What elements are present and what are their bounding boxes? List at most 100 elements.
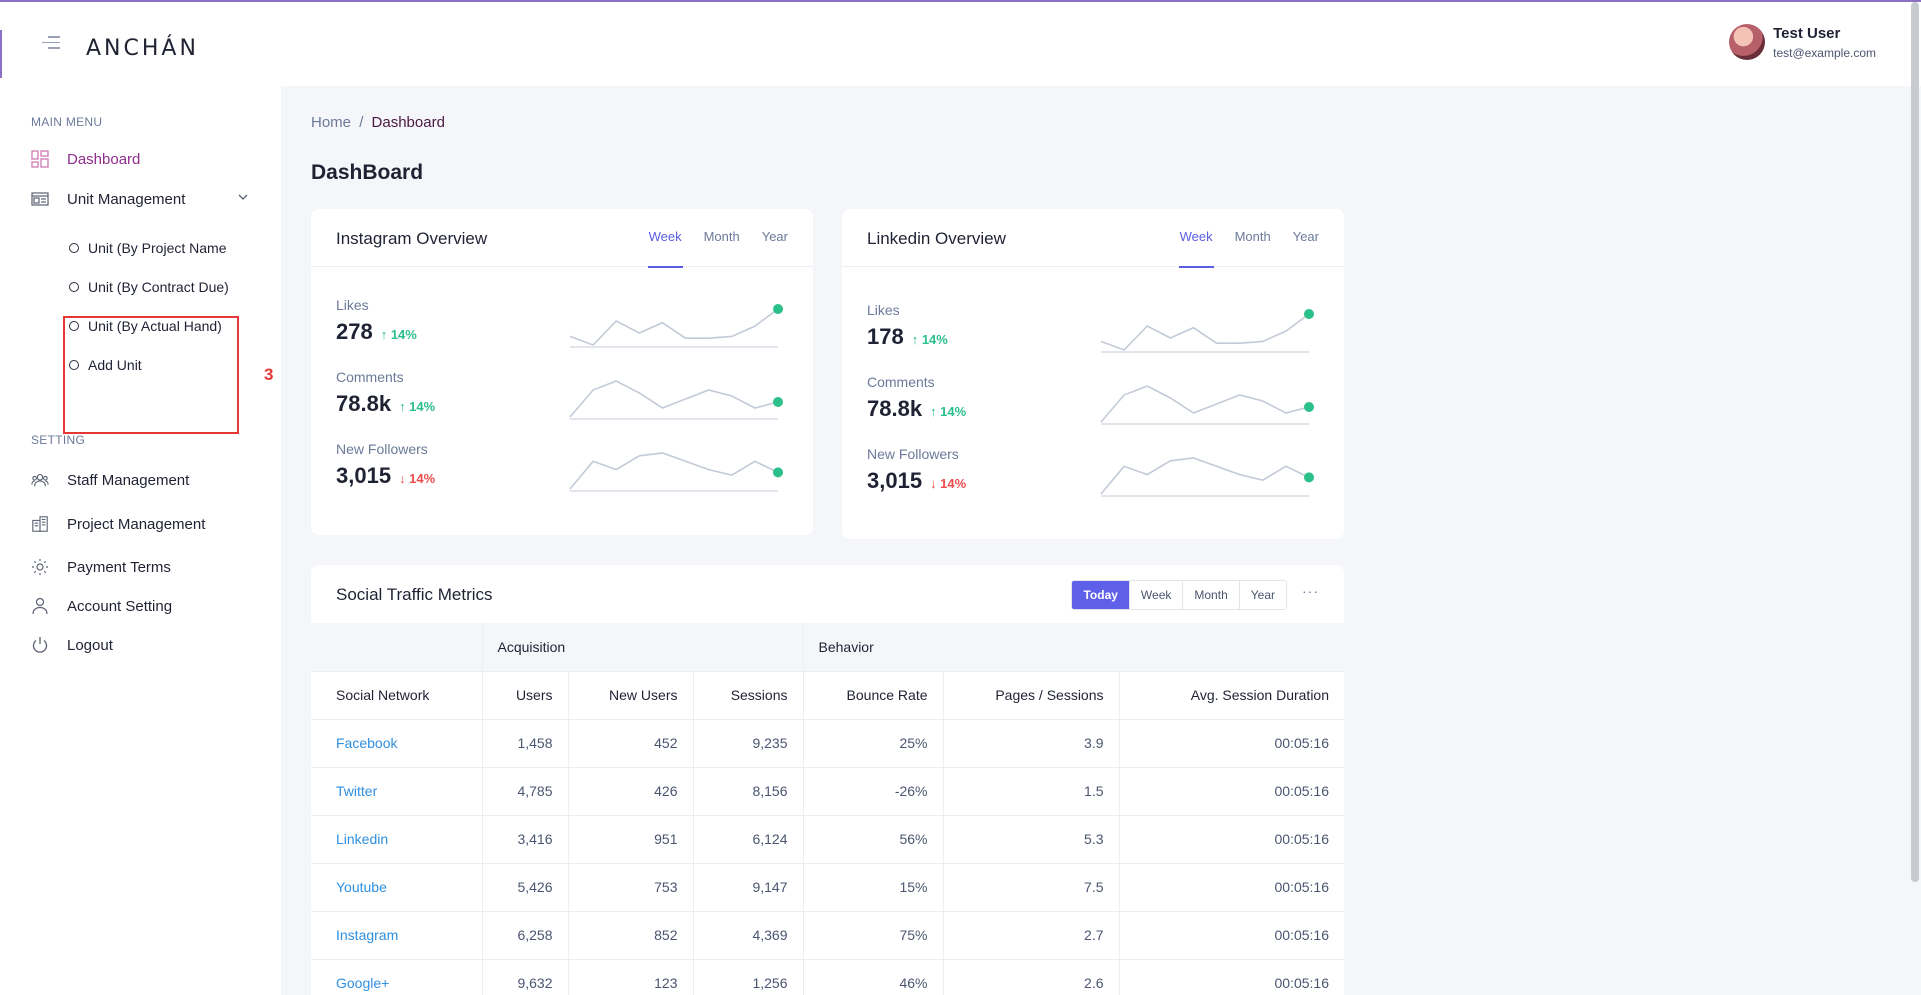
network-link[interactable]: Linkedin (336, 831, 389, 847)
card-header: Linkedin Overview Week Month Year (842, 209, 1344, 268)
card-title: Social Traffic Metrics (336, 585, 493, 604)
metric-comments: Comments 78.8k ↑ 14% (867, 374, 966, 422)
metric-new-followers: New Followers 3,015 ↓ 14% (336, 441, 435, 489)
table-cell: 426 (568, 767, 694, 816)
sparkline-end-point (773, 304, 783, 314)
subitem-label: Unit (By Actual Hand) (88, 318, 222, 334)
table-cell: 1.5 (943, 767, 1120, 816)
period-segmented-control: Today Week Month Year (1071, 580, 1287, 610)
circle-bullet-icon (69, 360, 79, 370)
table-cell: 56% (803, 815, 944, 864)
tab-month[interactable]: Month (1234, 229, 1271, 244)
dashboard-icon (31, 150, 49, 168)
metric-value: 178 (867, 324, 904, 349)
table-cell: 2.7 (943, 911, 1120, 960)
tab-week[interactable]: Week (1178, 229, 1214, 268)
metric-change: ↑ 14% (380, 327, 417, 342)
table-cell: 8,156 (693, 767, 804, 816)
tab-today[interactable]: Today (1072, 581, 1129, 609)
subitem-label: Add Unit (88, 357, 142, 373)
sidebar-item-logout[interactable]: Logout (31, 636, 113, 654)
sidebar-item-label: Staff Management (67, 471, 190, 489)
avatar[interactable] (1729, 24, 1766, 60)
column-header-row: Social Network Users New Users Sessions … (311, 671, 1344, 720)
sparkline-line (569, 380, 779, 418)
table-cell: 951 (568, 815, 694, 864)
sidebar-item-payment-terms[interactable]: Payment Terms (31, 558, 171, 576)
brand-logo[interactable]: ANCHÁN (86, 36, 199, 61)
column-header[interactable]: Pages / Sessions (943, 671, 1120, 720)
breadcrumb-home[interactable]: Home (311, 114, 352, 131)
sidebar-item-label: Dashboard (67, 150, 141, 168)
card-title: Instagram Overview (336, 229, 488, 248)
setting-heading: SETTING (31, 433, 86, 447)
column-header[interactable]: Sessions (693, 671, 804, 720)
network-cell: Instagram (311, 911, 483, 960)
followers-sparkline (569, 452, 783, 492)
sidebar-item-project-management[interactable]: Project Management (31, 515, 205, 533)
table-cell: 3,416 (482, 815, 569, 864)
column-header[interactable]: Users (482, 671, 569, 720)
sidebar-item-dashboard[interactable]: Dashboard (31, 150, 140, 168)
circle-bullet-icon (69, 282, 79, 292)
card-title: Linkedin Overview (867, 229, 1006, 248)
circle-bullet-icon (69, 243, 79, 253)
network-link[interactable]: Facebook (336, 735, 398, 751)
column-header[interactable]: Avg. Session Duration (1119, 671, 1344, 720)
tab-year[interactable]: Year (1238, 581, 1286, 609)
sidebar-subitem-unit-by-contract[interactable]: Unit (By Contract Due) (69, 279, 229, 295)
table-cell: -26% (803, 767, 944, 816)
social-traffic-card: Social Traffic Metrics Today Week Month … (311, 565, 1344, 995)
table-cell: 5,426 (482, 863, 569, 912)
column-header[interactable]: Bounce Rate (803, 671, 944, 720)
group-header-behavior: Behavior (803, 623, 1344, 672)
breadcrumb-separator: / (359, 114, 364, 131)
sidebar-item-staff-management[interactable]: Staff Management (31, 471, 189, 489)
user-profile[interactable]: Test User test@example.com (1729, 24, 1876, 60)
sidebar: MAIN MENU Dashboard Unit Management Unit… (0, 86, 281, 995)
table-cell: 6,124 (693, 815, 804, 864)
table-cell: 25% (803, 719, 944, 768)
table-row: Instagram 6,258 852 4,369 75% 2.7 00:05:16 (311, 911, 1344, 960)
network-link[interactable]: Twitter (336, 783, 378, 799)
users-icon (31, 471, 49, 489)
tab-month[interactable]: Month (703, 229, 740, 244)
network-cell: Youtube (311, 863, 483, 912)
network-link[interactable]: Instagram (336, 927, 399, 943)
network-link[interactable]: Youtube (336, 879, 387, 895)
network-cell: Facebook (311, 719, 483, 768)
table-cell: 00:05:16 (1119, 959, 1344, 995)
table-cell: 9,147 (693, 863, 804, 912)
card-header: Instagram Overview Week Month Year (311, 209, 813, 268)
chevron-down-icon[interactable] (238, 192, 248, 202)
sidebar-subitem-unit-by-hand[interactable]: Unit (By Actual Hand) (69, 318, 222, 334)
table-cell: 6,258 (482, 911, 569, 960)
circle-bullet-icon (69, 321, 79, 331)
menu-toggle-icon[interactable] (42, 36, 60, 52)
sidebar-item-label: Unit Management (67, 190, 186, 208)
tab-year[interactable]: Year (761, 229, 788, 244)
social-traffic-table: Acquisition Behavior Social Network User… (311, 623, 1344, 995)
network-cell: Google+ (311, 959, 483, 995)
metric-value: 278 (336, 319, 373, 344)
network-cell: Twitter (311, 767, 483, 816)
page-title: DashBoard (311, 161, 424, 184)
column-header[interactable]: New Users (568, 671, 694, 720)
metric-likes: Likes 178 ↑ 14% (867, 302, 948, 350)
annotation-highlight-box (63, 316, 239, 434)
page-scrollbar[interactable] (1911, 2, 1919, 882)
table-cell: 2.6 (943, 959, 1120, 995)
network-link[interactable]: Google+ (336, 975, 390, 991)
tab-week[interactable]: Week (647, 229, 683, 268)
tab-month[interactable]: Month (1182, 581, 1239, 609)
sidebar-item-label: Payment Terms (67, 558, 171, 576)
tab-year[interactable]: Year (1292, 229, 1319, 244)
more-options-icon[interactable]: ··· (1302, 583, 1319, 599)
sidebar-subitem-unit-by-project[interactable]: Unit (By Project Name (69, 240, 226, 256)
sidebar-item-account-setting[interactable]: Account Setting (31, 597, 172, 615)
table-cell: 75% (803, 911, 944, 960)
column-header[interactable]: Social Network (311, 671, 483, 720)
sidebar-item-unit-management[interactable]: Unit Management (31, 190, 185, 208)
tab-week[interactable]: Week (1128, 581, 1183, 609)
sidebar-subitem-add-unit[interactable]: Add Unit (69, 357, 142, 373)
